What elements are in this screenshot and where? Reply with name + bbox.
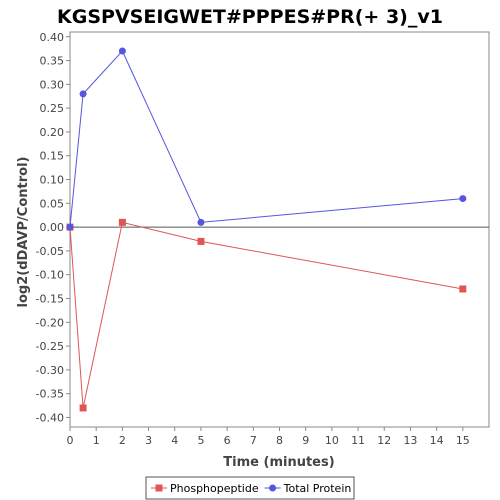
x-tick-label: 0 <box>67 434 74 447</box>
legend-label-total-protein: Total Protein <box>283 482 352 495</box>
legend-box <box>145 476 355 500</box>
x-tick-label: 1 <box>93 434 100 447</box>
x-tick-label: 11 <box>351 434 365 447</box>
y-tick-label: -0.35 <box>36 388 64 401</box>
data-point-total-protein <box>79 90 87 98</box>
x-tick-label: 12 <box>377 434 391 447</box>
chart-title: KGSPVSEIGWET#PPPES#PR(+ 3)_v1 <box>57 6 443 28</box>
legend-label-phosphopeptide: Phosphopeptide <box>170 482 259 495</box>
data-point-phosphopeptide <box>118 218 126 226</box>
x-tick-label: 15 <box>456 434 470 447</box>
x-tick-label: 14 <box>430 434 444 447</box>
y-tick-label: 0.00 <box>40 221 65 234</box>
data-point-total-protein <box>66 223 74 231</box>
legend-marker-phosphopeptide <box>155 484 163 492</box>
y-tick-label: 0.25 <box>40 102 65 115</box>
y-tick-label: -0.10 <box>36 269 64 282</box>
legend-marker-total-protein <box>269 484 277 492</box>
x-tick-label: 8 <box>276 434 283 447</box>
data-point-phosphopeptide <box>197 237 205 245</box>
series-layer <box>66 47 467 412</box>
y-axis-label: log2(dDAVP/Control) <box>16 157 31 308</box>
data-point-phosphopeptide <box>79 404 87 412</box>
data-point-total-protein <box>459 195 467 203</box>
data-point-phosphopeptide <box>459 285 467 293</box>
y-tick-label: 0.10 <box>40 174 65 187</box>
y-axis: 0.40 0.35 0.30 0.25 0.20 0.15 0.10 0.05 0.00 -0.0… <box>36 31 70 424</box>
y-tick-label: 0.20 <box>40 126 65 139</box>
x-tick-label: 5 <box>197 434 204 447</box>
y-tick-label: -0.25 <box>36 340 64 353</box>
x-tick-label: 9 <box>302 434 309 447</box>
y-tick-label: 0.05 <box>40 197 65 210</box>
y-tick-label: -0.40 <box>36 411 64 424</box>
y-tick-label: -0.15 <box>36 293 64 306</box>
y-tick-label: 0.35 <box>40 55 65 68</box>
y-tick-label: 0.30 <box>40 78 65 91</box>
x-axis-label: Time (minutes) <box>223 455 334 470</box>
x-axis: 0 1 2 3 4 5 6 7 8 9 10 11 12 13 14 15 <box>67 427 470 447</box>
data-point-total-protein <box>118 47 126 55</box>
x-tick-label: 7 <box>250 434 257 447</box>
plot-border <box>69 31 490 428</box>
y-tick-label: -0.05 <box>36 245 64 258</box>
x-tick-label: 13 <box>403 434 417 447</box>
x-tick-label: 3 <box>145 434 152 447</box>
x-tick-label: 6 <box>224 434 231 447</box>
y-tick-label: -0.20 <box>36 316 64 329</box>
data-point-total-protein <box>197 218 205 226</box>
x-tick-label: 4 <box>171 434 178 447</box>
y-tick-label: 0.40 <box>40 31 65 44</box>
y-tick-label: 0.15 <box>40 150 65 163</box>
legend: Phosphopeptide Total Protein <box>145 476 355 500</box>
x-tick-label: 2 <box>119 434 126 447</box>
x-tick-label: 10 <box>325 434 339 447</box>
y-tick-label: -0.30 <box>36 364 64 377</box>
plot-area <box>69 31 490 428</box>
